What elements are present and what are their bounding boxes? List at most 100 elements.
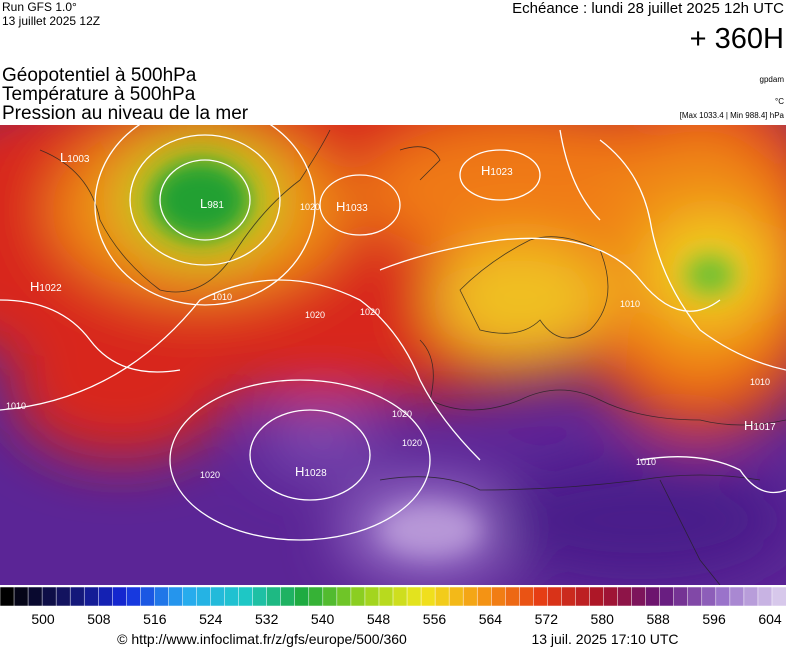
color-swatch xyxy=(491,586,507,607)
pressure-center: H1033 xyxy=(336,199,368,214)
isobar-label: 1010 xyxy=(636,457,656,467)
color-swatch xyxy=(224,586,240,607)
colorbar-tick-label: 572 xyxy=(535,611,559,627)
color-swatch xyxy=(182,586,198,607)
colorbar-tick-label: 580 xyxy=(591,611,615,627)
colorbar-tick-label: 588 xyxy=(646,611,670,627)
color-swatch xyxy=(266,586,282,607)
color-swatch xyxy=(715,586,731,607)
color-swatch xyxy=(83,586,100,607)
color-swatch xyxy=(0,586,15,607)
color-swatch xyxy=(98,586,114,607)
color-swatch xyxy=(322,586,338,607)
color-swatch xyxy=(448,586,464,607)
run-date: 13 juillet 2025 12Z xyxy=(2,14,100,28)
colorbar: 500 508 516 524 532 540 548 556 564 572 580 588 596 6… xyxy=(0,586,786,627)
field: Température à 500hPa xyxy=(2,84,196,105)
color-swatch xyxy=(575,586,591,607)
color-swatch xyxy=(168,586,184,607)
colorbar-tick-label: 548 xyxy=(367,611,391,627)
color-swatch xyxy=(280,586,296,607)
color-swatch xyxy=(308,586,324,607)
colorbar-tick-label: 540 xyxy=(311,611,335,627)
colorbar-tick-label: 556 xyxy=(423,611,447,627)
pressure-center: H1017 xyxy=(744,418,776,433)
color-swatch xyxy=(603,586,619,607)
color-swatch xyxy=(771,586,786,607)
valid-time: Echéance : lundi 28 juillet 2025 12h UTC xyxy=(512,0,784,17)
isobar-label: 1020 xyxy=(200,470,220,480)
color-swatch xyxy=(659,586,675,607)
isobar-label: 1010 xyxy=(620,299,640,309)
color-swatch xyxy=(561,586,577,607)
color-swatch xyxy=(743,586,759,607)
color-swatch xyxy=(519,586,535,607)
map: L1003 L981 H1033 H1023 H1022 H1028 H1017… xyxy=(0,125,786,585)
color-swatch xyxy=(687,586,703,607)
lead-time: + 360H xyxy=(690,23,784,55)
pressure-center: H1023 xyxy=(481,163,513,178)
color-swatch xyxy=(547,586,563,607)
color-swatch xyxy=(27,586,43,607)
colorbar-tick-label: 532 xyxy=(255,611,279,627)
color-swatch xyxy=(729,586,745,607)
isobar-label: 1010 xyxy=(6,401,26,411)
timestamp: 13 juil. 2025 17:10 UTC xyxy=(531,631,678,647)
color-swatch xyxy=(589,586,605,607)
colorbar-tick-label: 564 xyxy=(479,611,503,627)
color-swatch xyxy=(112,586,128,607)
color-swatch xyxy=(533,586,549,607)
color-swatch xyxy=(701,586,717,607)
color-swatch xyxy=(757,586,773,607)
unit: °C xyxy=(775,97,784,106)
pressure-center: H1022 xyxy=(30,279,62,294)
color-swatch xyxy=(252,586,268,607)
color-swatch xyxy=(392,586,408,607)
color-swatch xyxy=(336,586,352,607)
color-swatch xyxy=(420,586,436,607)
color-swatch xyxy=(364,586,380,607)
color-swatch xyxy=(13,586,29,607)
color-swatch xyxy=(210,586,226,607)
color-swatch xyxy=(238,586,254,607)
color-swatch xyxy=(196,586,212,607)
isobar-label: 1020 xyxy=(402,438,422,448)
colorbar-tick-label: 516 xyxy=(143,611,167,627)
field: Géopotentiel à 500hPa xyxy=(2,65,197,86)
colorbar-tick-label: 524 xyxy=(199,611,223,627)
color-swatch xyxy=(406,586,422,607)
color-swatch xyxy=(154,586,170,607)
isobar-label: 1010 xyxy=(212,292,232,302)
colorbar-tick-label: 500 xyxy=(31,611,55,627)
color-swatch xyxy=(55,586,71,607)
field: Pression au niveau de la mer xyxy=(2,103,249,124)
colorbar-tick-label: 596 xyxy=(702,611,726,627)
source-url: © http://www.infoclimat.fr/z/gfs/europe/… xyxy=(117,631,407,647)
colorbar-tick-label: 508 xyxy=(87,611,111,627)
color-swatch xyxy=(462,586,478,607)
color-swatch xyxy=(294,586,310,607)
color-swatch xyxy=(350,586,366,607)
run: Run GFS 1.0° xyxy=(2,0,77,14)
color-swatch xyxy=(645,586,661,607)
color-swatch xyxy=(378,586,394,607)
color-swatch xyxy=(617,586,633,607)
pressure-center: L1003 xyxy=(60,150,90,165)
isobar-label: 1020 xyxy=(300,202,320,212)
isobar-label: 1020 xyxy=(392,409,412,419)
colorbar-tick-label: 604 xyxy=(758,611,782,627)
color-swatch xyxy=(41,586,57,607)
color-swatch xyxy=(126,586,142,607)
color-swatch xyxy=(140,586,156,607)
color-swatch xyxy=(434,586,450,607)
color-swatch xyxy=(69,586,85,607)
unit: gpdam xyxy=(760,75,785,84)
color-swatch xyxy=(631,586,647,607)
unit: [Max 1033.4 | Min 988.4] hPa xyxy=(680,111,785,120)
color-swatch xyxy=(476,586,493,607)
isobar-label: 1020 xyxy=(305,310,325,320)
color-swatch xyxy=(505,586,521,607)
isobar-label: 1020 xyxy=(360,307,380,317)
isobar-label: 1010 xyxy=(750,377,770,387)
